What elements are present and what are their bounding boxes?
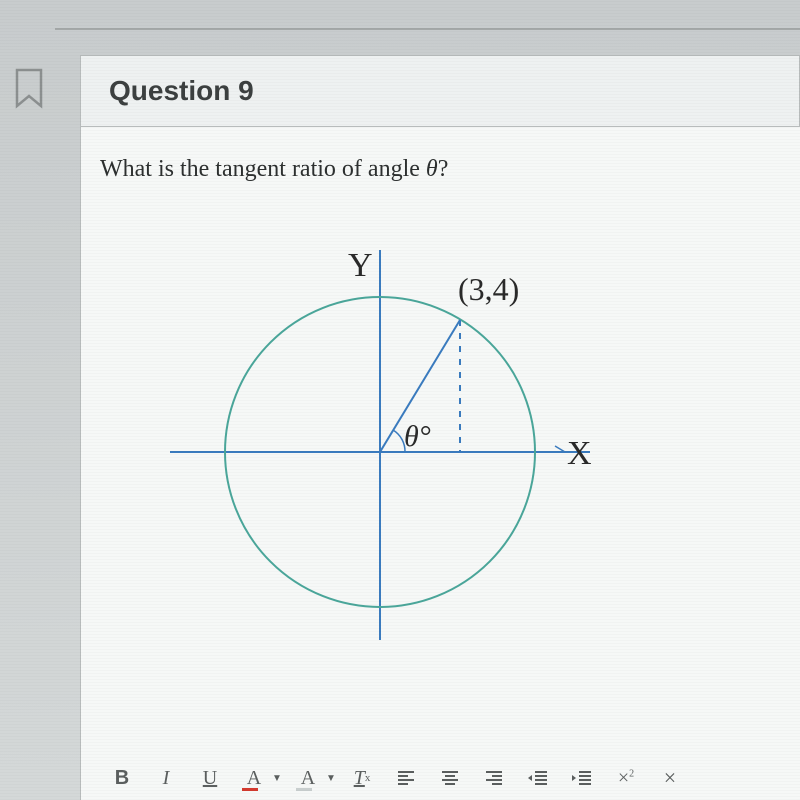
clear-format-t: T	[354, 767, 365, 790]
highlight-letter: A	[301, 767, 315, 790]
prompt-prefix: What is the tangent ratio of angle	[100, 156, 426, 182]
outdent-icon	[528, 771, 548, 785]
align-center-button[interactable]	[428, 756, 472, 800]
bookmark-icon[interactable]	[14, 68, 46, 110]
align-right-icon	[485, 771, 503, 785]
clear-format-x: x	[365, 772, 371, 784]
bold-button[interactable]: B	[100, 756, 144, 800]
text-color-letter: A	[247, 767, 261, 790]
prompt-theta: θ	[426, 156, 438, 182]
indent-button[interactable]	[560, 756, 604, 800]
align-left-icon	[397, 771, 415, 785]
question-header: Question 9	[80, 55, 800, 127]
underline-button[interactable]: U	[188, 756, 232, 800]
prompt-suffix: ?	[438, 156, 449, 182]
editor-toolbar: B I U A ▼ A ▼ Tx ×2 ×	[100, 756, 800, 800]
subscript-button[interactable]: ×	[648, 756, 692, 800]
indent-icon	[572, 771, 592, 785]
unit-circle-diagram: Y X (3,4) θ°	[160, 220, 600, 660]
superscript-button[interactable]: ×2	[604, 756, 648, 800]
clear-format-button[interactable]: Tx	[340, 756, 384, 800]
outdent-button[interactable]	[516, 756, 560, 800]
question-title: Question 9	[109, 75, 254, 107]
svg-text:(3,4): (3,4)	[458, 271, 519, 307]
superscript-label: ×2	[618, 767, 634, 790]
align-left-button[interactable]	[384, 756, 428, 800]
highlight-swatch	[296, 788, 312, 791]
svg-text:X: X	[567, 435, 592, 472]
svg-text:θ°: θ°	[404, 420, 431, 453]
text-color-swatch	[242, 788, 258, 791]
text-color-button[interactable]: A	[232, 756, 276, 800]
align-right-button[interactable]	[472, 756, 516, 800]
highlight-button[interactable]: A	[286, 756, 330, 800]
italic-button[interactable]: I	[144, 756, 188, 800]
align-center-icon	[441, 771, 459, 785]
svg-text:Y: Y	[348, 247, 373, 284]
question-prompt: What is the tangent ratio of angle θ?	[100, 156, 448, 183]
divider	[55, 28, 800, 30]
